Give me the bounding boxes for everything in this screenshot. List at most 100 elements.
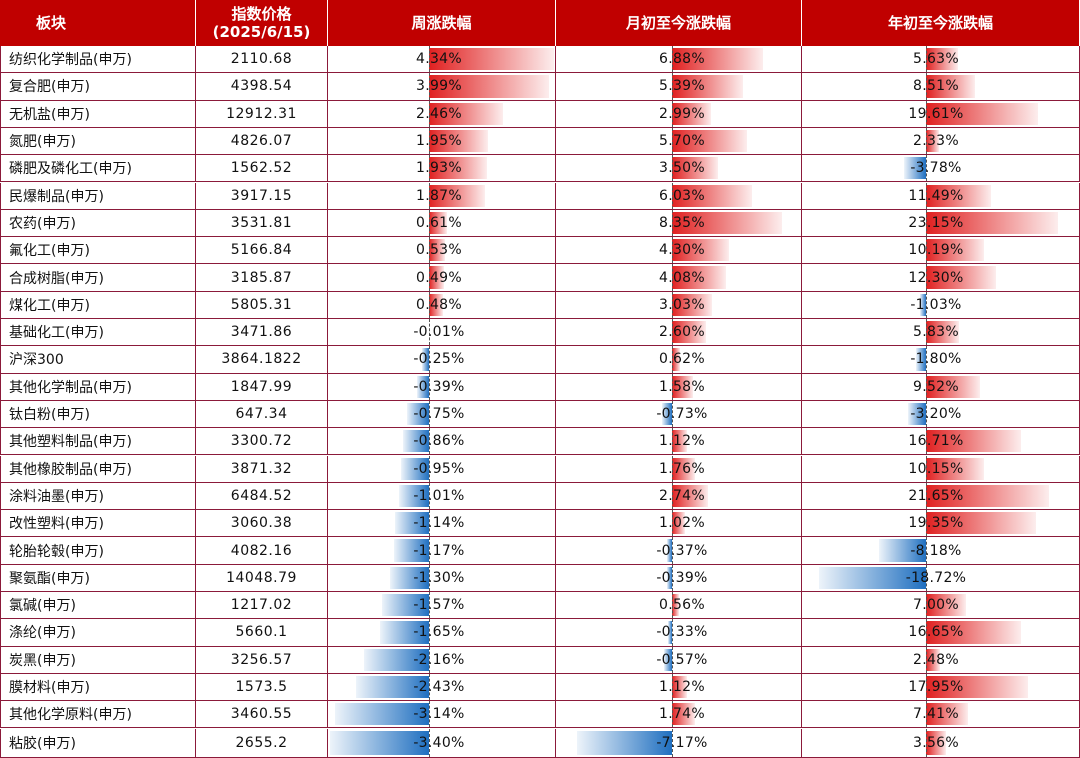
month-change-label: 4.30%	[659, 242, 705, 259]
ytd-change-bar	[926, 457, 984, 480]
week-change-bar	[429, 102, 503, 125]
month-change-label: 5.70%	[659, 133, 705, 150]
ytd-change-bar	[926, 675, 1029, 699]
week-change-label: 3.99%	[416, 78, 462, 95]
ytd-change-cell: 17.95%	[802, 673, 1080, 702]
sector-name: 沪深300	[0, 346, 196, 374]
sector-name: 轮胎轮毂(申万)	[0, 537, 196, 565]
sector-name: 无机盐(申万)	[0, 100, 196, 128]
ytd-change-cell: 19.35%	[802, 510, 1080, 538]
week-change-cell: -2.43%	[328, 673, 556, 702]
week-change-bar	[417, 375, 429, 398]
ytd-change-label: -1.03%	[910, 296, 962, 313]
month-change-bar	[672, 512, 686, 535]
week-change-bar	[381, 594, 429, 617]
zero-axis-line	[429, 346, 430, 373]
week-change-label: -0.39%	[413, 378, 465, 395]
month-change-cell: 0.56%	[556, 592, 802, 620]
ytd-change-cell: 7.00%	[802, 592, 1080, 620]
month-change-cell: -0.39%	[556, 564, 802, 592]
zero-axis-line	[429, 127, 430, 155]
month-change-bar	[672, 321, 707, 344]
zero-axis-line	[429, 182, 430, 209]
zero-axis-line	[672, 592, 673, 619]
month-change-cell: 1.12%	[556, 673, 802, 702]
month-change-label: 4.08%	[659, 269, 705, 286]
week-change-bar	[356, 675, 429, 699]
week-change-cell: 2.46%	[328, 100, 556, 128]
ytd-change-cell: 19.61%	[802, 100, 1080, 128]
week-change-bar	[429, 239, 445, 262]
week-change-cell: -0.25%	[328, 346, 556, 374]
week-change-bar	[330, 730, 429, 755]
ytd-change-label: 10.19%	[908, 242, 964, 259]
month-change-bar	[672, 239, 729, 262]
month-change-bar	[672, 293, 712, 316]
index-price: 6484.52	[196, 482, 328, 511]
ytd-change-cell: 10.15%	[802, 455, 1080, 483]
sector-name: 其他化学制品(申万)	[0, 373, 196, 401]
week-change-label: 0.48%	[416, 296, 462, 313]
month-change-bar	[672, 348, 681, 371]
zero-axis-line	[672, 537, 673, 564]
zero-axis-line	[429, 264, 430, 291]
week-change-cell: -0.95%	[328, 455, 556, 483]
week-change-cell: -2.16%	[328, 646, 556, 674]
week-change-label: -2.16%	[413, 651, 465, 668]
zero-axis-line	[429, 728, 430, 757]
zero-axis-line	[429, 100, 430, 127]
week-change-cell: -0.39%	[328, 373, 556, 401]
week-change-cell: 1.87%	[328, 182, 556, 210]
zero-axis-line	[429, 237, 430, 264]
zero-axis-line	[926, 619, 927, 646]
index-price: 1562.52	[196, 155, 328, 183]
week-change-label: -1.14%	[413, 515, 465, 532]
zero-axis-line	[672, 46, 673, 73]
sector-name: 氟化工(申万)	[0, 237, 196, 265]
index-price: 3531.81	[196, 209, 328, 238]
month-change-bar	[577, 730, 672, 755]
month-change-cell: -0.57%	[556, 646, 802, 674]
zero-axis-line	[672, 346, 673, 373]
ytd-change-bar	[926, 102, 1038, 125]
ytd-change-bar	[926, 375, 981, 398]
header-ytd-change: 年初至今涨跌幅	[802, 0, 1080, 46]
zero-axis-line	[429, 73, 430, 100]
sector-name: 农药(申万)	[0, 209, 196, 238]
zero-axis-line	[672, 155, 673, 182]
week-change-cell: -1.01%	[328, 482, 556, 511]
zero-axis-line	[672, 482, 673, 510]
zero-axis-line	[926, 319, 927, 346]
zero-axis-line	[926, 482, 927, 510]
ytd-change-bar	[926, 48, 959, 71]
zero-axis-line	[926, 127, 927, 155]
month-change-bar	[666, 566, 672, 589]
week-change-bar	[364, 648, 429, 671]
ytd-change-label: 17.95%	[908, 679, 964, 696]
sector-name: 基础化工(申万)	[0, 319, 196, 347]
week-change-bar	[398, 484, 429, 508]
week-change-bar	[429, 75, 549, 98]
week-change-cell: -0.75%	[328, 400, 556, 429]
zero-axis-line	[672, 182, 673, 209]
month-change-cell: 3.03%	[556, 291, 802, 319]
ytd-change-bar	[926, 730, 947, 755]
month-change-cell: -0.73%	[556, 400, 802, 429]
month-change-bar	[672, 266, 726, 289]
month-change-bar	[672, 375, 693, 398]
month-change-label: 8.35%	[659, 214, 705, 231]
zero-axis-line	[672, 701, 673, 728]
month-change-cell: 2.99%	[556, 100, 802, 128]
zero-axis-line	[926, 646, 927, 673]
sector-name: 聚氨酯(申万)	[0, 564, 196, 592]
ytd-change-bar	[926, 75, 975, 98]
week-change-cell: -3.40%	[328, 728, 556, 758]
header-week-change: 周涨跌幅	[328, 0, 556, 46]
index-price: 5805.31	[196, 291, 328, 319]
week-change-cell: -1.14%	[328, 510, 556, 538]
index-price: 1217.02	[196, 592, 328, 620]
week-change-label: 1.87%	[416, 187, 462, 204]
ytd-change-cell: 5.63%	[802, 46, 1080, 74]
ytd-change-cell: 23.15%	[802, 209, 1080, 238]
ytd-change-bar	[879, 539, 926, 562]
